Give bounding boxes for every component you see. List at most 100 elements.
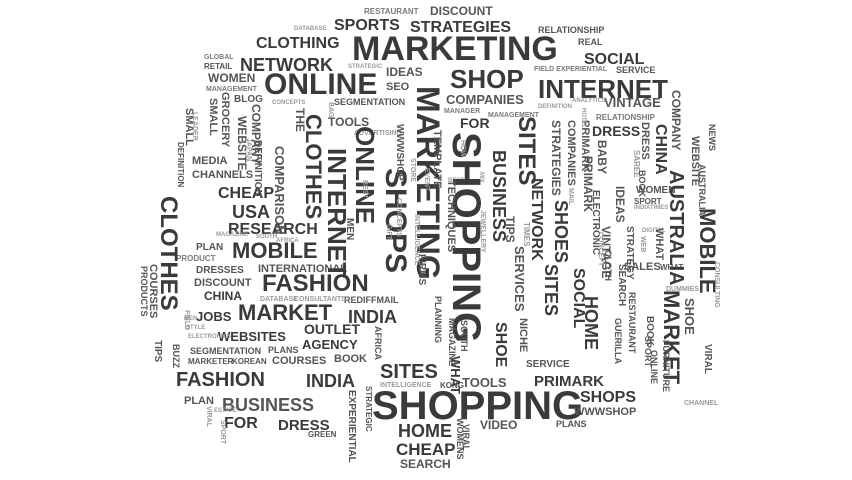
word: DRESS [592, 123, 641, 139]
word: MOBILE [232, 238, 318, 263]
word: FIELD EXPERIENTIAL [534, 66, 608, 73]
word: SITES [541, 264, 561, 317]
word: COMPARISON [272, 146, 287, 235]
word: AFRICA [276, 238, 299, 244]
word: TIPS [152, 340, 163, 363]
word: COMPANIES [446, 92, 524, 107]
word: CONSULTANTS [294, 296, 346, 303]
word: LEADER [191, 112, 198, 141]
word: REDIFFMAIL [344, 295, 399, 305]
word: INTERNET [322, 148, 352, 278]
word: SOCIAL [584, 51, 645, 68]
word: BOOK [637, 170, 647, 197]
word: RELATIONSHIP [596, 113, 655, 122]
word: IDEAS [386, 65, 423, 79]
word: STRATEGIC [348, 64, 383, 70]
word: STRATEGY [624, 226, 635, 280]
word: SHOE [492, 322, 509, 368]
word: SERVICE [616, 65, 656, 75]
word: DATABASE [260, 296, 298, 303]
word: WEB [639, 236, 646, 253]
word: GIFT [385, 224, 392, 240]
word: USA [232, 202, 271, 222]
word: MARKET [238, 300, 333, 325]
word: WWWSHOP [394, 124, 405, 181]
word: RESTAURANT [364, 7, 419, 16]
word: SOUTH [459, 320, 469, 352]
word: COMPANY [669, 90, 683, 151]
word: SPORTS [334, 17, 400, 34]
word: BLOG [234, 94, 263, 105]
word: VIDEO [480, 418, 518, 432]
word: DIGITAL [642, 228, 666, 234]
word: DRESS [639, 122, 651, 160]
word: VIRAL [702, 344, 713, 374]
word: BABY [595, 140, 609, 175]
word: MEDIA [192, 155, 228, 167]
word: ONLINE [350, 126, 380, 225]
word: WWWSHOP [574, 406, 637, 418]
word: JEWELLERY [479, 210, 486, 253]
word: MANAGER [444, 108, 481, 115]
word: SERVICE [526, 359, 570, 370]
word: TEMPLATE [431, 130, 443, 189]
word: SHOPPING [372, 384, 584, 428]
word: CHANNELS [192, 169, 254, 181]
word: SPORT [219, 420, 226, 445]
word: SITES [513, 116, 540, 186]
word: TOOLS [462, 375, 507, 390]
word: AUSTRALIA [665, 170, 687, 286]
word: SERVICES [512, 246, 527, 312]
word: FASHION [176, 369, 265, 391]
word: MARKETING [352, 30, 558, 68]
word: SHOES [551, 200, 571, 264]
word: NETWORK [528, 178, 545, 261]
word: CONCEPTS [395, 198, 402, 237]
word: AGENCY [302, 337, 358, 352]
word: TIMES [522, 222, 531, 247]
word: GLOBAL [204, 54, 234, 61]
word: WHAT [653, 228, 665, 261]
word: SMALL [207, 98, 219, 136]
word: ELECTRONICS [188, 334, 232, 340]
word: FIELD [183, 310, 190, 331]
word: WOMEN [208, 71, 256, 85]
word: HOW [459, 140, 466, 158]
word: PRIMARK [534, 373, 604, 390]
word: CHEAP [218, 185, 275, 202]
word: CLOTH [603, 250, 613, 281]
word: PRODUCT [176, 254, 216, 263]
word: SPORT [634, 197, 662, 206]
word: DATABASE [294, 26, 327, 32]
word: PLANS [268, 345, 299, 355]
word: OUTLET [304, 321, 360, 337]
word: AFRICA [373, 326, 383, 360]
word: SEO [386, 81, 410, 93]
word: PLAN [184, 395, 214, 407]
word: MEN [184, 316, 198, 322]
word: SALES [624, 261, 661, 273]
word: STORE [409, 158, 416, 182]
word: INDIA [348, 307, 397, 327]
word: INTELLIGENCE [413, 214, 420, 266]
word: REAL [578, 37, 603, 47]
word: SEGMENTATION [190, 346, 262, 356]
word: EXPERIENTIAL [346, 390, 357, 463]
word: INDIATIMES [634, 205, 669, 211]
word: PLAN [196, 242, 224, 253]
word: GUERILLA [613, 318, 623, 364]
word: IDEAS [613, 186, 627, 223]
word: MANAGEMENT [488, 112, 539, 119]
word: SHOPS [580, 389, 637, 406]
word: WEBSITES [218, 329, 286, 344]
word: CHINA [204, 289, 242, 303]
word: NICHE [517, 318, 529, 353]
word: GROCERY [219, 92, 231, 148]
word: STRATEGIES [549, 120, 563, 196]
word: PLANNING [433, 296, 443, 343]
word: TIPS [503, 216, 517, 243]
word: CONCEPTS [272, 100, 306, 106]
word: SPORT [643, 336, 653, 368]
word: MANAGEMENT [206, 86, 257, 93]
